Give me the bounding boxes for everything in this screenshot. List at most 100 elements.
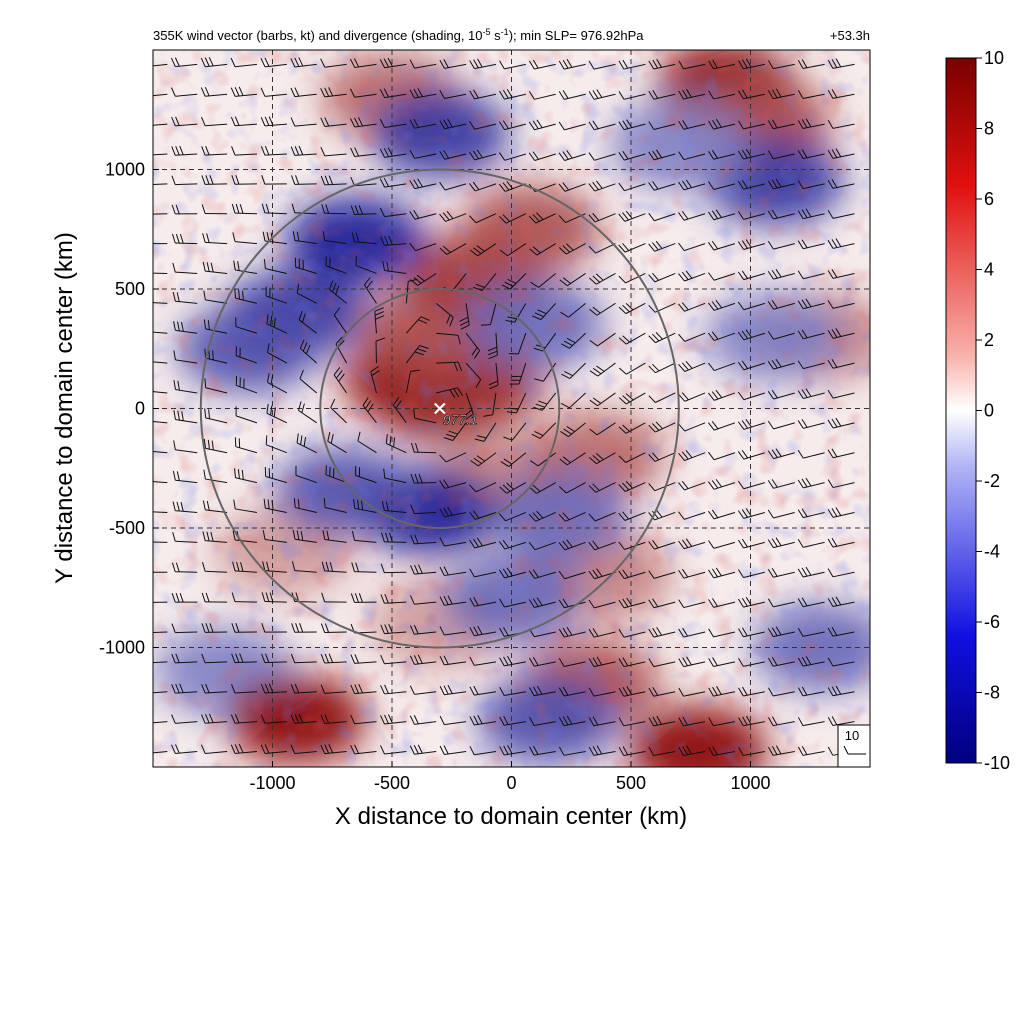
wind-barb-feather — [562, 456, 571, 464]
wind-barb-feather — [409, 59, 415, 69]
wind-barb-feather — [801, 746, 808, 755]
wind-barb-feather — [147, 264, 150, 273]
wind-barb — [625, 452, 646, 463]
wind-barb-feather — [562, 686, 569, 696]
wind-barb-feather — [201, 175, 206, 185]
wind-barb-feather — [410, 595, 415, 605]
wind-barb-feather — [393, 397, 400, 406]
wind-barb-feather — [737, 421, 745, 430]
wind-barb-feather — [409, 745, 415, 755]
wind-barb-feather — [413, 209, 420, 219]
wind-barb-feather — [745, 329, 752, 338]
wind-barb-feather — [652, 423, 660, 431]
wind-barb — [713, 721, 736, 727]
wind-barb-feather — [805, 477, 812, 487]
wind-barb-feather — [202, 531, 206, 541]
wind-barb-feather — [681, 392, 689, 401]
wind-barb-feather — [801, 239, 808, 249]
wind-barb-feather — [447, 506, 453, 516]
wind-barb-feather — [333, 366, 341, 376]
wind-barb-feather — [564, 370, 573, 377]
wind-barb — [595, 243, 616, 254]
wind-barb-feather — [238, 289, 240, 300]
wind-barb-feather — [618, 570, 625, 579]
wind-barb — [235, 415, 258, 424]
wind-barb-feather — [678, 181, 685, 191]
wind-barb — [683, 153, 706, 161]
wind-barb-feather — [477, 715, 483, 724]
wind-barb-feather — [681, 539, 689, 548]
wind-barb-feather — [797, 270, 804, 280]
wind-barb — [295, 474, 317, 484]
wind-barb-feather — [273, 407, 276, 417]
x-axis-label: X distance to domain center (km) — [335, 803, 687, 830]
wind-barb — [542, 362, 557, 382]
wind-barb — [294, 750, 317, 755]
wind-barb-feather — [827, 240, 834, 249]
colorbar-tick-label: 4 — [984, 260, 994, 280]
wind-barb-feather — [771, 269, 778, 279]
wind-barb-feather — [370, 366, 379, 373]
wind-barb-feather — [648, 365, 656, 374]
wind-barb — [564, 123, 586, 131]
wind-barb-feather — [618, 746, 625, 756]
wind-barb-feather — [503, 458, 513, 465]
wind-barb-feather — [566, 243, 574, 251]
wind-barb-feather — [618, 152, 625, 161]
wind-barb-feather — [350, 176, 356, 186]
wind-barb — [205, 570, 228, 573]
wind-barb-feather — [147, 442, 149, 451]
wind-barb-feather — [592, 306, 601, 314]
wind-barb-feather — [801, 508, 808, 517]
wind-barb-feather — [476, 455, 486, 462]
wind-barb-feather — [678, 212, 685, 221]
wind-barb-feather — [379, 178, 386, 188]
wind-barb-feather — [622, 482, 630, 491]
wind-barb-feather — [741, 89, 748, 99]
wind-barb-feather — [771, 627, 778, 636]
wind-barb-feather — [328, 744, 334, 754]
wind-barb-feather — [171, 175, 176, 185]
wind-barb-feather — [712, 746, 718, 756]
wind-barb-feather — [592, 397, 602, 404]
wind-barb-feather — [371, 369, 380, 377]
wind-barb-feather — [801, 597, 808, 607]
wind-barb-feather — [805, 656, 812, 665]
wind-barb-feather — [648, 599, 655, 609]
wind-barb-feather — [622, 59, 629, 69]
wind-barb-feather — [741, 597, 748, 607]
wind-barb-feather — [771, 89, 778, 99]
wind-barb — [414, 63, 437, 69]
wind-barb-feather — [176, 501, 180, 512]
wind-barb-feather — [801, 119, 808, 128]
wind-barb-feather — [473, 596, 479, 606]
wind-barb-feather — [618, 60, 625, 70]
wind-barb-feather — [596, 745, 603, 755]
wind-barb-feather — [380, 624, 385, 634]
wind-barb-feather — [592, 483, 600, 491]
wind-barb — [175, 359, 198, 364]
wind-barb-feather — [447, 595, 453, 605]
wind-barb-feather — [534, 378, 544, 382]
wind-barb-feather — [143, 322, 145, 331]
wind-barb-feather — [622, 511, 629, 520]
wind-barb-feather — [558, 570, 565, 580]
wind-barb-feather — [320, 714, 326, 724]
wind-barb-feather — [831, 537, 838, 547]
wind-barb — [563, 661, 586, 667]
wind-barb-feather — [648, 90, 655, 100]
wind-barb-feather — [622, 657, 629, 667]
wind-barb-feather — [299, 623, 304, 633]
wind-barb-feather — [206, 500, 210, 511]
wind-barb-feather — [768, 60, 774, 69]
wind-barb-feather — [443, 685, 449, 695]
wind-barb-feather — [742, 686, 748, 696]
wind-barb-feather — [472, 538, 479, 548]
wind-barb — [474, 123, 497, 130]
wind-barb-feather — [801, 59, 808, 68]
wind-barb-feather — [439, 120, 446, 130]
wind-barb-feather — [772, 746, 778, 755]
colorbar-tick-label: 8 — [984, 119, 994, 139]
wind-barb-feather — [678, 511, 685, 520]
wind-barb-feather — [618, 213, 626, 222]
